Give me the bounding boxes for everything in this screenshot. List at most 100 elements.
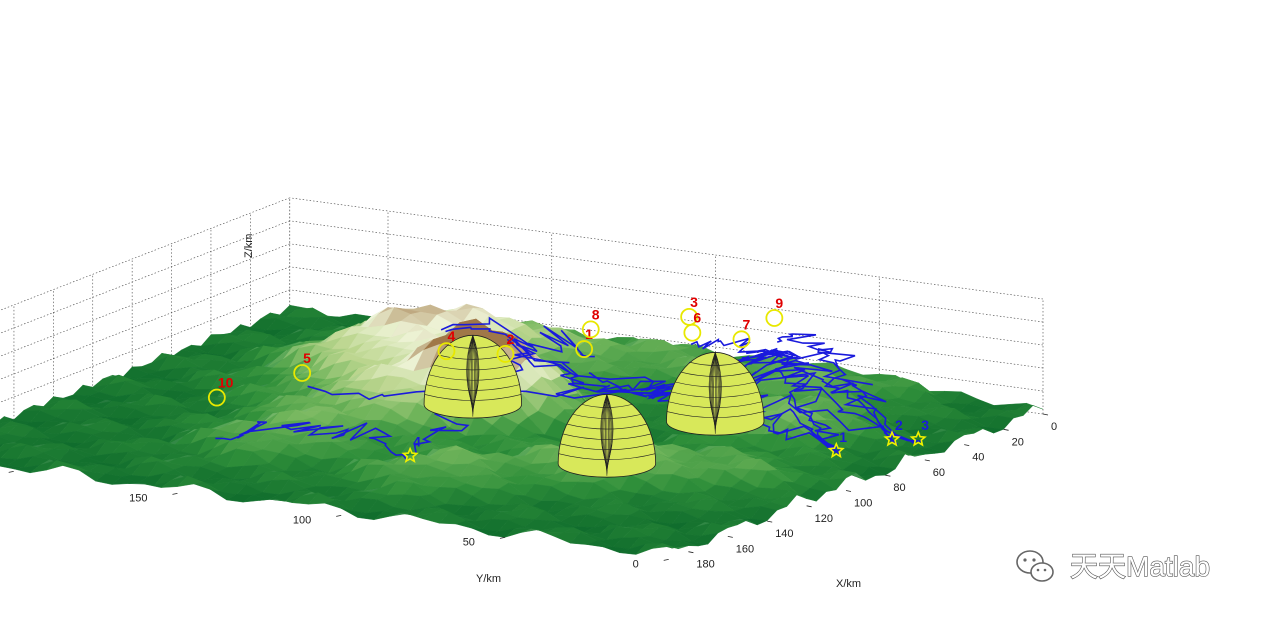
dome-meridian: [713, 352, 716, 432]
x-axis-label: X/km: [836, 578, 861, 590]
terrain-highlight: [301, 491, 329, 499]
dome-parallel: [681, 371, 750, 377]
terrain-highlight: [262, 411, 290, 423]
dome-parallel: [690, 362, 741, 366]
terrain-highlight: [521, 528, 548, 533]
target-marker: [765, 309, 784, 327]
grid-line: [289, 243, 1044, 346]
dome-parallel: [558, 453, 656, 460]
y-tick-label: 50: [463, 536, 475, 548]
target-label: 9: [775, 295, 783, 311]
target-label: 4: [447, 328, 455, 344]
x-tick: [1003, 428, 1009, 431]
x-tick: [924, 459, 930, 462]
uav-path: [776, 333, 896, 442]
terrain-highlight: [351, 314, 378, 328]
dome-parallel: [566, 423, 647, 430]
z-axis-label: Z/km: [243, 234, 255, 258]
terrain-highlight: [102, 375, 129, 383]
terrain-highlight: [354, 487, 381, 492]
target-label: 3: [690, 294, 698, 310]
terrain-highlight: [695, 522, 722, 528]
terrain-highlight: [161, 379, 188, 383]
x-tick-label: 100: [854, 498, 872, 510]
terrain-highlight: [39, 459, 67, 467]
dome-meridian: [605, 394, 608, 474]
y-tick-label: 100: [293, 514, 311, 526]
start-marker: [827, 441, 845, 459]
x-tick: [964, 444, 970, 446]
watermark-text: 天天Matlab: [1070, 551, 1210, 582]
x-tick: [767, 520, 773, 523]
y-axis-label: Y/km: [476, 573, 501, 585]
dome-parallel: [562, 433, 652, 440]
target-marker: [437, 342, 456, 361]
x-tick: [1042, 413, 1049, 416]
grid-line: [0, 220, 290, 334]
y-tick-label: 150: [129, 492, 147, 504]
dome-meridian: [711, 352, 716, 430]
target-marker: [581, 320, 600, 339]
x-tick-label: 0: [1051, 421, 1057, 433]
target-label: 5: [303, 350, 311, 366]
terrain-highlight: [295, 387, 322, 399]
x-tick-label: 160: [736, 543, 754, 555]
terrain-highlight: [207, 389, 234, 398]
grid-line: [289, 220, 1044, 323]
y-tick: [8, 470, 14, 473]
wechat-icon: [1016, 550, 1054, 582]
grid-line: [0, 243, 290, 357]
terrain-highlight: [518, 325, 546, 333]
grid-line: [289, 289, 1044, 392]
dome-parallel: [572, 413, 642, 419]
target-label: 8: [592, 306, 600, 322]
terrain-highlight: [338, 370, 365, 382]
dome-meridian: [470, 335, 474, 415]
x-tick-label: 20: [1012, 436, 1024, 448]
terrain-highlight: [508, 445, 535, 458]
x-tick: [727, 536, 733, 538]
y-tick: [663, 558, 669, 561]
grid-line: [0, 289, 290, 403]
start-marker: [909, 430, 927, 447]
start-label: 4: [413, 434, 421, 450]
terrain-highlight: [698, 446, 725, 454]
x-tick-label: 80: [893, 482, 905, 494]
dome-parallel: [428, 374, 517, 381]
grid-line: [0, 266, 290, 380]
terrain-highlight: [269, 395, 296, 404]
start-label: 3: [921, 417, 929, 433]
target-label: 7: [742, 316, 750, 332]
dome-1: [666, 352, 765, 436]
dome-parallel: [438, 354, 508, 360]
x-tick-label: 40: [972, 452, 984, 464]
x-tick: [885, 474, 891, 477]
markers: 1 2 3 4 1 2 3 4 5 6 7 8 9 10: [207, 294, 929, 464]
start-label: 2: [895, 417, 903, 433]
dome-parallel: [424, 394, 522, 401]
start-label: 1: [839, 429, 847, 445]
grid-line: [289, 197, 1044, 300]
y-tick: [172, 492, 178, 495]
dome-meridian: [606, 394, 614, 465]
axis-ticks: 0204060801001201401601800501001502000102…: [8, 413, 1057, 571]
terrain-highlight: [210, 419, 237, 430]
x-tick: [688, 551, 694, 554]
terrain-highlight: [332, 325, 359, 332]
terrain-highlight: [898, 450, 925, 457]
uav-path: [690, 337, 894, 443]
terrain-highlight: [95, 399, 123, 405]
dome-meridian: [714, 352, 722, 423]
terrain-highlight: [170, 475, 198, 483]
uav-paths: [215, 316, 923, 462]
watermark: 天天Matlab: [1016, 550, 1211, 583]
start-marker: [401, 446, 419, 464]
dome-parallel: [671, 391, 760, 398]
terrain-highlight: [662, 434, 689, 443]
terrain-highlight: [256, 359, 283, 368]
dome-parallel: [675, 381, 756, 388]
terrain-cell: [652, 543, 679, 549]
terrain-highlight: [177, 455, 204, 459]
target-marker: [732, 330, 751, 349]
